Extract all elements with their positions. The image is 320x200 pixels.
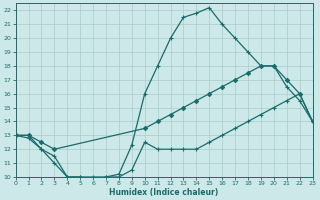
X-axis label: Humidex (Indice chaleur): Humidex (Indice chaleur) <box>109 188 219 197</box>
